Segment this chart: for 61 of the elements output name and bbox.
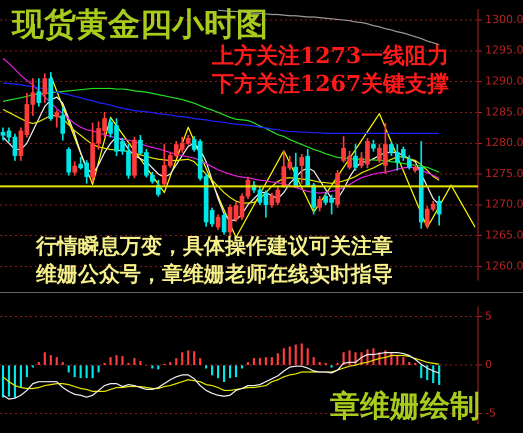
y-tick-label: 1260.0 (485, 259, 523, 272)
bar (420, 365, 422, 378)
bar (300, 344, 303, 366)
bar (181, 352, 184, 366)
y-tick-label: 0 (485, 358, 492, 372)
bar (74, 365, 76, 378)
bar (86, 365, 88, 378)
bar (139, 360, 142, 366)
bar (276, 353, 279, 366)
bar (62, 362, 64, 366)
bar (222, 365, 226, 382)
bar (133, 358, 136, 366)
bar (193, 351, 196, 366)
y-tick-label: 1270.0 (485, 198, 523, 211)
bar (92, 365, 94, 378)
bar (402, 357, 404, 366)
bar (98, 365, 100, 372)
bar (80, 365, 82, 378)
bar (115, 355, 118, 366)
bar (109, 357, 112, 366)
bar (432, 365, 434, 383)
annotation: 维姗公众号，章维姗老师在线实时指导 (36, 260, 393, 288)
bar (234, 365, 238, 378)
annotation: 行情瞬息万变，具体操作建议可关注章 (36, 232, 393, 260)
bar (199, 358, 202, 366)
bar (258, 358, 261, 366)
bar (426, 365, 428, 380)
bar (121, 356, 124, 366)
bar (288, 346, 291, 366)
bar (252, 358, 256, 366)
bar (56, 357, 58, 366)
bar (50, 355, 52, 366)
bar (187, 350, 190, 366)
bar (264, 357, 267, 366)
y-tick-label: 1265.0 (485, 228, 523, 242)
bar (175, 358, 178, 366)
bar (157, 365, 160, 370)
bar (217, 365, 220, 378)
y-tick-label: 1280.0 (485, 136, 523, 150)
y-tick-label: 1295.0 (485, 44, 523, 57)
annotation: 下方关注1267关键支撑 (212, 70, 450, 98)
bar (68, 365, 70, 372)
y-tick-label: 1300.0 (485, 12, 523, 26)
bar (408, 362, 410, 366)
bar (169, 362, 172, 366)
bar (26, 365, 28, 378)
bar (294, 344, 297, 366)
bar (228, 365, 232, 378)
bar (282, 348, 285, 366)
y-tick-label: 1275.0 (485, 166, 523, 180)
annotation: 上方关注1273一线阻力 (212, 42, 450, 70)
bar (414, 362, 416, 366)
bar (44, 352, 46, 366)
y-tick-label: 1285.0 (485, 105, 523, 118)
y-tick-label: 5 (485, 310, 492, 323)
y-tick-label: -5 (485, 406, 496, 420)
bar (270, 357, 273, 366)
y-tick-label: 1290.0 (485, 74, 523, 88)
bar (306, 348, 309, 366)
chart-title: 现货黄金四小时图 (12, 4, 268, 44)
bar (312, 357, 315, 366)
